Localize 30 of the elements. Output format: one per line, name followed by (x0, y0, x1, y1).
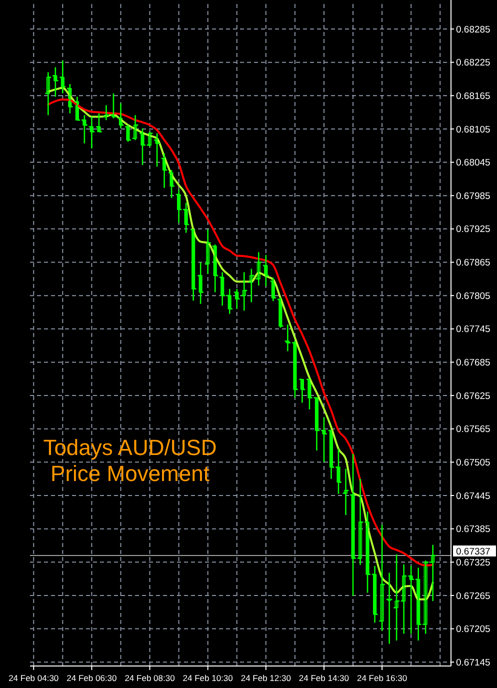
y-tick-label: 0.67325 (456, 557, 490, 568)
y-tick-label: 0.67565 (456, 424, 490, 436)
x-tick-label: 24 Feb 12:30 (240, 673, 292, 683)
x-tick-label: 24 Feb 04:30 (8, 673, 59, 683)
y-tick-label: 0.68105 (456, 124, 490, 136)
y-tick-label: 0.68285 (456, 24, 490, 36)
text: Todays AUD/USD Price Movement (43, 435, 217, 486)
y-tick-label: 0.67445 (456, 490, 490, 502)
x-tick-label: 24 Feb 16:30 (356, 673, 408, 683)
x-tick-label: 24 Feb 06:30 (66, 673, 118, 683)
y-tick-label: 0.67505 (456, 458, 490, 469)
y-tick-label: 0.67145 (456, 657, 490, 668)
y-tick-label: 0.67805 (456, 290, 490, 302)
x-tick-label: 24 Feb 08:30 (124, 673, 176, 683)
y-tick-label: 0.67625 (456, 390, 490, 402)
y-tick-label: 0.68045 (456, 158, 490, 169)
y-tick-label: 0.67265 (456, 590, 490, 602)
y-tick-label: 0.68225 (456, 58, 490, 69)
y-tick-label: 0.67385 (456, 524, 490, 536)
y-tick-label: 0.67985 (456, 190, 490, 202)
ref-line-label: 0.67337 (456, 546, 490, 558)
x-tick-label: 24 Feb 14:30 (298, 673, 350, 683)
y-tick-label: 0.68165 (456, 90, 490, 102)
y-tick-label: 0.67205 (456, 624, 490, 636)
candlestick (148, 131, 152, 148)
y-tick-label: 0.67745 (456, 324, 490, 336)
y-tick-label: 0.67925 (456, 224, 490, 236)
x-tick-label: 24 Feb 10:30 (182, 673, 234, 683)
y-tick-label: 0.67865 (456, 258, 490, 269)
y-tick-label: 0.67685 (456, 358, 490, 369)
